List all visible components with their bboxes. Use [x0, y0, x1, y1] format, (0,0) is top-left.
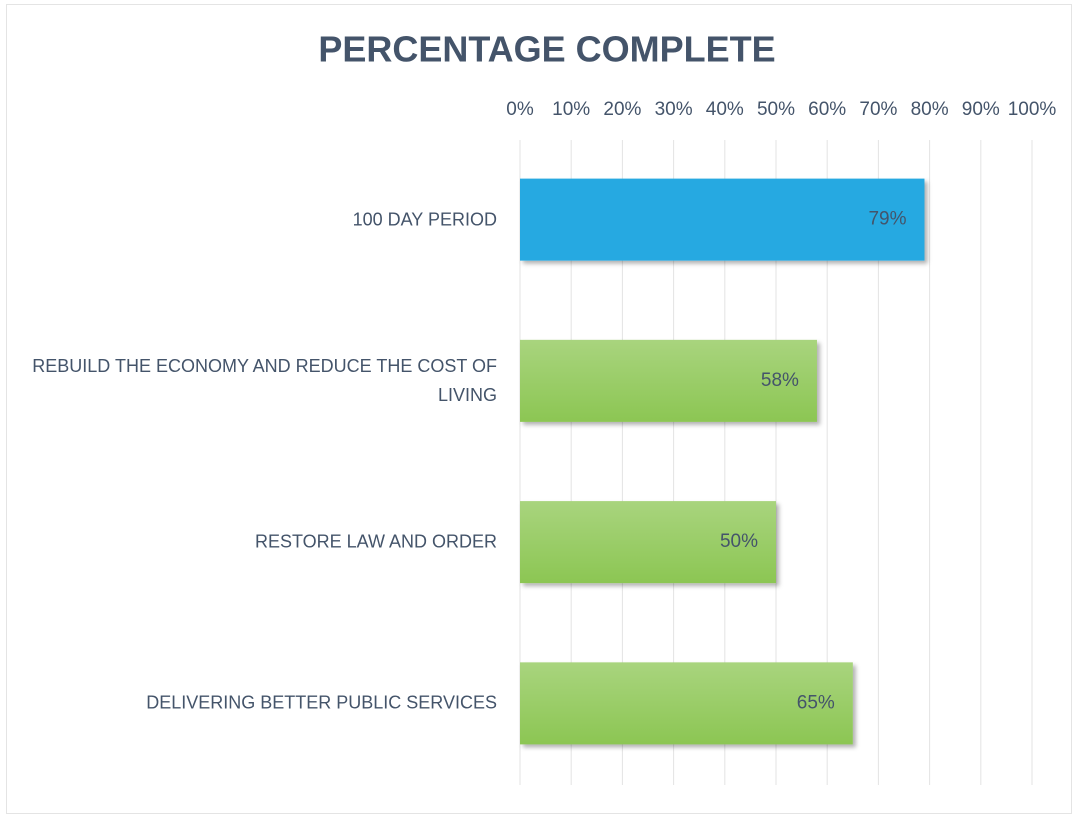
bar-sheen	[520, 339, 817, 422]
x-tick-label: 50%	[757, 99, 795, 120]
bar-sheen	[520, 662, 853, 745]
x-tick-label: 70%	[859, 99, 897, 120]
bar	[520, 178, 925, 261]
x-tick-label: 80%	[911, 99, 949, 120]
x-tick-label: 60%	[808, 99, 846, 120]
chart-title: PERCENTAGE COMPLETE	[318, 29, 775, 70]
x-tick-label: 40%	[706, 99, 744, 120]
x-tick-label: 100%	[1008, 99, 1057, 120]
chart-frame	[6, 4, 1072, 814]
category-label: DELIVERING BETTER PUBLIC SERVICES	[146, 692, 497, 713]
x-tick-label: 0%	[506, 99, 534, 120]
x-tick-label: 20%	[603, 99, 641, 120]
bar-sheen	[520, 501, 776, 584]
data-label: 65%	[797, 692, 835, 713]
category-label: 100 DAY PERIOD	[352, 209, 497, 230]
x-tick-label: 30%	[655, 99, 693, 120]
category-label: RESTORE LAW AND ORDER	[254, 531, 497, 552]
x-tick-label: 10%	[552, 99, 590, 120]
data-label: 79%	[868, 209, 906, 230]
x-tick-label: 90%	[962, 99, 1000, 120]
category-label: REBUILD THE ECONOMY AND REDUCE THE COST …	[32, 355, 497, 405]
data-label: 58%	[761, 370, 799, 391]
data-label: 50%	[720, 531, 758, 552]
